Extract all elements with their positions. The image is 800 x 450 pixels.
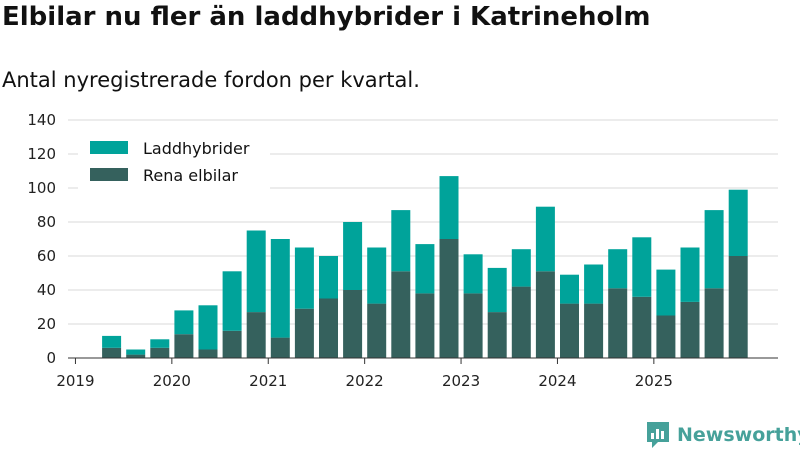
- bar-electric: [535, 271, 555, 358]
- bar-hybrid: [680, 247, 700, 302]
- bar-electric: [102, 347, 122, 358]
- bar-hybrid: [270, 239, 290, 338]
- x-tick-label: 2024: [538, 372, 576, 390]
- brand-name: Newsworthy: [677, 424, 800, 446]
- x-tick-label: 2021: [249, 372, 287, 390]
- bar-hybrid: [367, 247, 387, 304]
- brand-logo: Newsworthy: [645, 421, 800, 449]
- bar-hybrid: [728, 189, 748, 256]
- bar-hybrid: [632, 237, 652, 297]
- y-tick-label: 60: [37, 247, 56, 265]
- bar-electric: [270, 337, 290, 358]
- bar-hybrid: [439, 176, 459, 239]
- bar-hybrid: [511, 249, 531, 287]
- bar-electric: [608, 288, 628, 358]
- bar-electric: [126, 354, 146, 358]
- x-tick-label: 2022: [346, 372, 384, 390]
- bars: [102, 176, 748, 358]
- chart-title: Elbilar nu fler än laddhybrider i Katrin…: [2, 2, 651, 32]
- bar-hybrid: [150, 339, 170, 348]
- bar-hybrid: [102, 335, 122, 348]
- bar-hybrid: [560, 274, 579, 304]
- y-tick-label: 120: [27, 145, 56, 163]
- bar-hybrid: [126, 349, 146, 355]
- bar-hybrid: [343, 222, 363, 290]
- bar-electric: [487, 312, 507, 358]
- bar-electric: [174, 334, 194, 358]
- y-tick-label: 0: [46, 349, 56, 367]
- legend-swatch: [90, 141, 128, 154]
- bar-electric: [198, 349, 218, 358]
- y-tick-label: 80: [37, 213, 56, 231]
- bar-electric: [560, 303, 579, 358]
- legend: Laddhybrider Rena elbilar: [78, 132, 270, 190]
- bar-hybrid: [415, 244, 435, 294]
- x-axis-ticks: 2019 2020 2021 2022 2023 2024 2025: [56, 357, 778, 390]
- bar-hybrid: [656, 269, 676, 316]
- x-tick-label: 2025: [635, 372, 673, 390]
- bar-electric: [319, 298, 338, 358]
- bar-hybrid: [174, 310, 194, 335]
- bar-electric: [584, 303, 604, 358]
- legend-swatch: [90, 168, 128, 181]
- chart-subtitle: Antal nyregistrerade fordon per kvartal.: [2, 68, 420, 92]
- legend-label: Rena elbilar: [143, 166, 238, 185]
- bar-electric: [367, 303, 387, 358]
- y-tick-label: 100: [27, 179, 56, 197]
- bar-hybrid: [198, 305, 218, 350]
- bar-electric: [222, 330, 242, 358]
- bar-hybrid: [294, 247, 314, 309]
- y-tick-label: 40: [37, 281, 56, 299]
- bar-hybrid: [704, 210, 724, 289]
- y-tick-label: 140: [27, 111, 56, 129]
- x-tick-label: 2023: [442, 372, 480, 390]
- bar-hybrid: [391, 210, 411, 272]
- y-axis-ticks: 0 20 40 60 80 100 120 140: [27, 111, 56, 367]
- bar-electric: [343, 290, 363, 358]
- bar-hybrid: [319, 256, 338, 299]
- bar-electric: [680, 301, 700, 358]
- bar-electric: [391, 271, 411, 358]
- bar-electric: [656, 315, 676, 358]
- bar-hybrid: [584, 264, 604, 304]
- x-tick-label: 2020: [153, 372, 191, 390]
- bar-electric: [463, 293, 483, 358]
- bar-hybrid: [487, 267, 507, 313]
- bar-hybrid: [222, 271, 242, 331]
- newsworthy-logo-icon: [647, 422, 669, 448]
- bar-electric: [294, 308, 314, 358]
- bar-hybrid: [535, 206, 555, 272]
- bar-electric: [704, 288, 724, 358]
- bar-hybrid: [463, 254, 483, 294]
- legend-label: Laddhybrider: [143, 139, 250, 158]
- bar-electric: [439, 239, 459, 358]
- bar-electric: [415, 293, 435, 358]
- bar-hybrid: [246, 230, 266, 313]
- bar-electric: [150, 347, 170, 358]
- bar-electric: [511, 286, 531, 358]
- x-tick-label: 2019: [56, 372, 94, 390]
- bar-electric: [728, 256, 748, 358]
- bar-electric: [632, 296, 652, 358]
- bar-hybrid: [608, 249, 628, 289]
- y-tick-label: 20: [37, 315, 56, 333]
- bar-electric: [246, 312, 266, 358]
